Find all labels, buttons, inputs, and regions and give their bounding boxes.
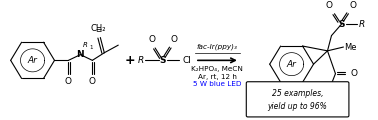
- Text: N: N: [77, 50, 84, 59]
- Text: S: S: [338, 20, 345, 29]
- Text: CH₂: CH₂: [91, 24, 106, 33]
- Text: S: S: [160, 56, 166, 65]
- Text: O: O: [89, 77, 96, 86]
- Text: R: R: [334, 89, 339, 95]
- Text: O: O: [351, 69, 358, 78]
- Text: Ar: Ar: [28, 56, 37, 65]
- Text: 25 examples,: 25 examples,: [272, 89, 323, 98]
- Text: Cl: Cl: [183, 56, 191, 65]
- Text: Ar: Ar: [287, 60, 297, 69]
- Text: yield up to 96%: yield up to 96%: [268, 102, 328, 111]
- Text: O: O: [305, 100, 311, 109]
- FancyBboxPatch shape: [246, 82, 349, 117]
- Text: Ar, rt, 12 h: Ar, rt, 12 h: [198, 74, 237, 80]
- Text: 1: 1: [341, 91, 344, 96]
- Text: R: R: [83, 42, 88, 48]
- Text: R: R: [359, 20, 366, 29]
- Text: O: O: [170, 35, 178, 44]
- Text: O: O: [65, 77, 72, 86]
- Text: Me: Me: [344, 42, 357, 51]
- Text: N: N: [326, 84, 333, 93]
- Text: O: O: [326, 1, 333, 10]
- Text: +: +: [125, 54, 136, 67]
- Text: K₂HPO₄, MeCN: K₂HPO₄, MeCN: [192, 66, 243, 72]
- Text: O: O: [350, 1, 357, 10]
- Text: 5 W blue LED: 5 W blue LED: [193, 81, 242, 87]
- Text: O: O: [149, 35, 156, 44]
- Text: =: =: [95, 26, 102, 35]
- Text: R: R: [138, 56, 144, 65]
- Text: 1: 1: [90, 45, 93, 50]
- Text: fac-Ir(ppy)₃: fac-Ir(ppy)₃: [197, 43, 238, 50]
